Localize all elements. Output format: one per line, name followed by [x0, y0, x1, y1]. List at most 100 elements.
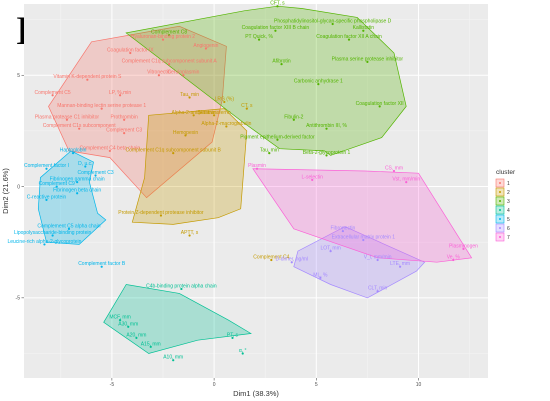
data-point: [325, 154, 328, 157]
data-point: [157, 74, 161, 77]
point-label: LTE, mm: [390, 261, 410, 267]
cluster-hull-7: [252, 168, 473, 263]
point-label: α, °: [239, 348, 247, 354]
legend-label: 1: [507, 181, 510, 187]
cluster-hull-6: [293, 226, 426, 299]
point-label: Antithrombin III, %: [306, 123, 347, 129]
point-label: C4b-binding protein alpha chain: [146, 283, 217, 289]
x-tick-label: 5: [315, 382, 318, 388]
data-point: [399, 265, 402, 268]
data-point: [71, 152, 75, 155]
point-label: CLT, min: [368, 286, 388, 292]
point-label: Hemopexin: [173, 130, 199, 136]
data-point: [255, 167, 259, 170]
legend: cluster 1 2 3 4 5 6 7: [495, 169, 516, 242]
data-point: [172, 152, 175, 155]
data-point: [311, 178, 314, 181]
data-point: [161, 38, 165, 41]
point-label: Leucine-rich alpha-2-glycoprotein: [7, 239, 81, 245]
point-labels: Hyaluronan-binding protein 2 Angiogenin Co…: [7, 1, 478, 361]
legend-label: 3: [507, 199, 510, 205]
cluster-hull-1: [48, 25, 227, 199]
cluster-hull-4: [103, 284, 252, 354]
data-point: [231, 336, 234, 340]
point-label: Complement C1q subcomponent subunit B: [126, 148, 222, 154]
data-point: [149, 345, 152, 348]
data-point: [341, 229, 344, 233]
data-point: [135, 336, 138, 340]
y-tick-label: -5: [16, 296, 21, 302]
point-label: Protein Z-dependent protease inhibitor: [118, 210, 204, 216]
data-point: [127, 325, 130, 328]
point-label: Pigment epithelium-derived factor: [240, 134, 315, 140]
data-point: [78, 127, 81, 130]
legend-label: 2: [507, 190, 510, 196]
data-point: [67, 227, 71, 230]
data-point: [347, 38, 351, 41]
data-point: [168, 34, 171, 37]
legend-label: 7: [507, 235, 510, 241]
point-label: Serotransferrin: [198, 110, 231, 116]
legend-label: 4: [507, 208, 510, 214]
y-axis-title: Dim2 (21.6%): [1, 168, 10, 214]
point-label: Complement C8: [151, 30, 187, 36]
data-point: [118, 94, 122, 97]
data-point: [182, 74, 185, 77]
point-label: MCF, mm: [109, 315, 130, 321]
point-label: CT, s: [241, 103, 253, 109]
y-tick-label: 0: [17, 184, 20, 190]
point-label: Alpha-2-macroglobulin: [201, 121, 251, 127]
data-point: [51, 234, 54, 237]
data-point: [184, 134, 187, 137]
data-point: [55, 185, 58, 188]
data-point: [276, 138, 279, 141]
point-label: Fibronectin: [331, 226, 356, 232]
point-label: LRG (%): [215, 96, 235, 102]
point-label: Coagulation factor XIII B chain: [242, 25, 310, 31]
point-label: Coagulation factor IX: [107, 47, 154, 53]
data-point: [257, 38, 261, 41]
data-point: [192, 114, 195, 117]
point-label: Plasmin: [248, 163, 266, 169]
data-point: [331, 22, 334, 26]
cluster-hulls: [37, 5, 473, 354]
point-label: PT, s: [227, 332, 239, 338]
y-tick-label: 5: [17, 73, 20, 79]
legend-key-point: [499, 236, 501, 238]
point-label: C-reactive protein: [27, 194, 67, 200]
legend-items: 1 2 3 4 5 6 7: [495, 178, 510, 242]
point-label: Hyaluronan-binding protein 2: [131, 34, 195, 40]
data-point: [212, 114, 216, 117]
data-point: [268, 152, 271, 155]
data-point: [329, 250, 332, 253]
data-point: [172, 359, 175, 362]
data-point: [76, 192, 79, 195]
data-point: [276, 5, 279, 8]
x-tick-label: 10: [416, 382, 422, 388]
cluster-hull-5: [37, 150, 107, 245]
point-label: Kallistatin: [353, 25, 375, 31]
y-axis-ticks: -5 0 5: [16, 73, 24, 302]
data-point: [43, 243, 46, 246]
data-point: [274, 29, 277, 32]
grid-lines: [24, 4, 488, 378]
data-point: [159, 214, 163, 217]
data-point: [84, 165, 87, 168]
point-label: Plasma protease C1 inhibitor: [35, 114, 100, 120]
data-point: [290, 261, 293, 264]
data-point: [123, 132, 126, 135]
point-label: Complement C4 beta chain: [80, 145, 141, 151]
point-label: Extracellular matrix protein 1: [332, 234, 396, 240]
point-label: Mannan-binding lectin serine protease 1: [57, 103, 146, 109]
legend-key-point: [499, 191, 501, 193]
data-point: [94, 174, 97, 177]
point-label: LOT, mm: [320, 246, 340, 252]
data-point: [188, 234, 191, 237]
point-label: Fibrinogen gamma chain: [50, 177, 105, 183]
data-point: [108, 149, 111, 153]
point-label: Fibulin-2: [284, 114, 303, 120]
data-point: [180, 287, 183, 291]
data-point: [362, 238, 365, 242]
plot-area: [24, 4, 488, 378]
point-label: Complement C5: [35, 90, 71, 96]
